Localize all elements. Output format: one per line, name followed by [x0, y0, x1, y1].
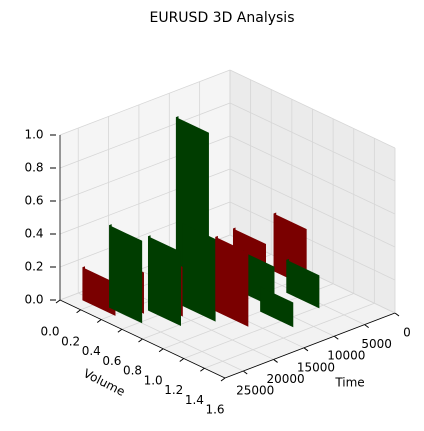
z-tick-label: 0.6: [24, 194, 43, 208]
y-tick-label: 0.0: [40, 325, 59, 339]
y-tick-label: 0.4: [82, 344, 101, 358]
bar: [260, 286, 294, 328]
grid-line: [183, 293, 354, 359]
grid-line: [59, 102, 231, 169]
x-tick-label: 10000: [327, 349, 365, 363]
grid-line: [229, 69, 396, 149]
grid-line: [59, 69, 231, 136]
y-tick-label: 0.2: [61, 334, 80, 348]
grid-line: [229, 201, 396, 281]
y-tick: [138, 338, 143, 343]
y-tick-label: 0.6: [102, 354, 121, 368]
y-tick-label: 0.8: [123, 364, 142, 378]
bar: [109, 225, 143, 324]
x-tick-label: 15000: [297, 360, 335, 374]
y-tick: [158, 348, 164, 353]
x-tick-label: 20000: [266, 372, 304, 386]
grid-line: [204, 302, 375, 369]
bar: [147, 236, 181, 327]
z-tick-label: 0.2: [24, 260, 43, 274]
x-tick-label: 0: [403, 326, 411, 340]
y-tick-label: 1.0: [144, 373, 163, 387]
x-tick: [242, 370, 248, 375]
x-tick-label: 5000: [361, 337, 392, 351]
bar: [215, 236, 249, 327]
y-tick: [179, 358, 185, 362]
z-tick-label: 0.8: [24, 161, 43, 175]
z-tick-label: 0.0: [24, 293, 43, 307]
y-tick-label: 1.4: [185, 393, 204, 407]
bar: [286, 259, 320, 309]
axis-line: [224, 312, 396, 379]
grid-line: [229, 168, 396, 248]
x-tick: [364, 324, 369, 329]
x-axis-label: Time: [334, 376, 364, 390]
y-tick: [220, 377, 226, 382]
y-tick-label: 1.2: [164, 383, 183, 397]
axis-line: [59, 299, 226, 379]
x-tick-label: 25000: [236, 384, 274, 398]
grid-line: [229, 102, 396, 182]
x-tick: [333, 335, 339, 340]
z-tick-label: 1.0: [24, 128, 43, 142]
y-tick: [96, 319, 102, 323]
x-tick: [394, 312, 400, 317]
grid-line: [229, 135, 396, 215]
x-tick: [273, 359, 278, 363]
z-tick-label: 0.4: [24, 227, 43, 241]
y-tick: [76, 309, 81, 314]
y-axis-label: Volume: [81, 366, 127, 399]
chart-title: EURUSD 3D Analysis: [149, 10, 294, 26]
y-tick: [55, 299, 61, 304]
bar: [82, 267, 116, 316]
x-tick: [303, 347, 309, 352]
y-tick: [200, 367, 205, 372]
y-tick-label: 1.6: [205, 403, 224, 417]
y-tick: [117, 328, 123, 333]
bar: [182, 223, 216, 322]
